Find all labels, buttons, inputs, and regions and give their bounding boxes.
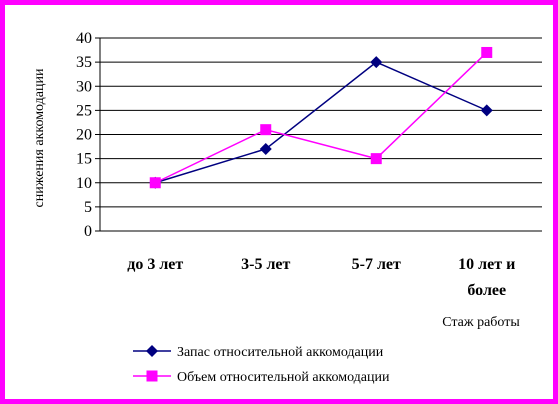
y-tick-label: 35 bbox=[76, 54, 92, 71]
series-lines bbox=[154, 51, 488, 184]
series-2-point bbox=[370, 153, 382, 165]
y-axis-title: снижения аккомодации bbox=[32, 68, 47, 207]
legend: Запас относительной аккомодации Объем отн… bbox=[133, 345, 390, 385]
y-tick-label: 20 bbox=[76, 127, 92, 144]
y-tick-labels: 0 5 10 15 20 25 30 35 40 bbox=[76, 30, 92, 240]
x-category-label: 10 лет и bbox=[458, 256, 515, 273]
y-tick-label: 30 bbox=[76, 78, 92, 95]
chart-svg: 0 5 10 15 20 25 30 35 40 до 3 лет 3-5 лет 5-7 лет 1… bbox=[32, 30, 542, 385]
series-markers bbox=[149, 46, 493, 189]
legend-label-1: Запас относительной аккомодации bbox=[177, 345, 384, 360]
x-category-label: до 3 лет bbox=[127, 256, 183, 273]
series-2-point bbox=[149, 177, 161, 189]
series-1-point bbox=[259, 142, 272, 155]
x-category-label: 5-7 лет bbox=[352, 256, 401, 273]
series-line-1 bbox=[155, 61, 488, 184]
y-tick-label: 15 bbox=[76, 151, 92, 168]
series-1-point bbox=[370, 56, 383, 69]
legend-marker-2 bbox=[146, 370, 158, 382]
y-tick-label: 5 bbox=[84, 199, 92, 216]
series-1-point bbox=[480, 104, 493, 117]
grid bbox=[95, 37, 542, 232]
series-2-point bbox=[260, 124, 272, 136]
y-tick-label: 0 bbox=[84, 223, 92, 240]
y-tick-label: 25 bbox=[76, 102, 92, 119]
series-2-point bbox=[481, 46, 493, 58]
y-tick-label: 10 bbox=[76, 175, 92, 192]
legend-label-2: Объем относительной аккомодации bbox=[177, 370, 390, 385]
x-category-labels: до 3 лет 3-5 лет 5-7 лет 10 лет и более bbox=[127, 256, 515, 299]
x-category-label: 3-5 лет bbox=[241, 256, 290, 273]
legend-marker-1 bbox=[146, 345, 158, 357]
x-category-label: более bbox=[467, 282, 506, 299]
series-line-2 bbox=[154, 51, 488, 184]
y-tick-label: 40 bbox=[76, 30, 92, 47]
x-axis-title: Стаж работы bbox=[442, 315, 520, 330]
